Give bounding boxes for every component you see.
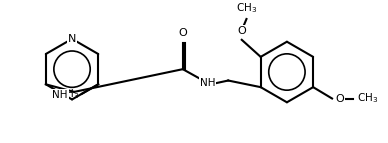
Text: O: O [335,94,344,104]
Text: CH$_3$: CH$_3$ [357,92,378,105]
Text: NH: NH [52,90,68,100]
Text: CH$_3$: CH$_3$ [58,87,79,101]
Text: O: O [178,28,187,38]
Text: CH$_3$: CH$_3$ [236,1,257,15]
Text: NH: NH [200,78,215,88]
Text: O: O [237,26,246,36]
Text: N: N [68,34,76,44]
